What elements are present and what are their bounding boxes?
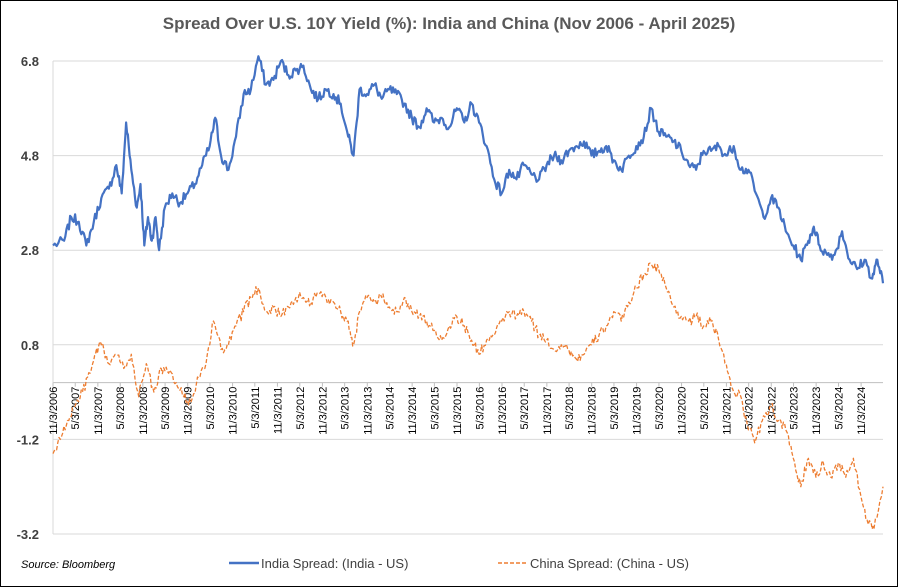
- x-tick-label: 11/3/2014: [407, 387, 419, 435]
- x-tick-label: 5/3/2012: [295, 387, 307, 430]
- x-tick-label: 5/3/2013: [340, 387, 352, 430]
- x-tick-label: 11/3/2010: [228, 387, 240, 435]
- y-tick-label: -1.2: [17, 432, 39, 447]
- y-tick-label: 0.8: [21, 338, 39, 353]
- x-tick-label: 11/3/2012: [317, 387, 329, 435]
- x-tick-label: 5/3/2008: [115, 387, 127, 430]
- x-axis: [52, 61, 883, 534]
- x-tick-label: 5/3/2024: [834, 387, 846, 430]
- x-tick-label: 5/3/2020: [654, 387, 666, 430]
- x-tick-label: 11/3/2023: [811, 387, 823, 435]
- series-lines: [52, 55, 885, 530]
- x-tick-label: 5/3/2010: [205, 387, 217, 430]
- x-tick-label: 11/3/2020: [677, 387, 689, 435]
- y-tick-label: 4.8: [21, 149, 39, 164]
- legend-label: India Spread: (India - US): [261, 556, 408, 571]
- x-tick-label: 5/3/2016: [474, 387, 486, 430]
- x-tick-label: 5/3/2011: [250, 387, 262, 429]
- source-note: Source: Bloomberg: [21, 559, 116, 571]
- y-tick-label: -3.2: [17, 527, 39, 542]
- series-line-india: [52, 55, 885, 284]
- x-tick-label: 5/3/2014: [385, 387, 397, 430]
- x-tick-label: 5/3/2017: [519, 387, 531, 430]
- x-tick-label: 11/3/2015: [452, 387, 464, 435]
- legend: India Spread: (India - US) China Spread: …: [229, 556, 689, 571]
- x-axis-ticks: 11/3/2006 5/3/2007 11/3/2007 5/3/2008 11/3/2…: [48, 382, 868, 435]
- x-tick-label: 5/3/2022: [744, 387, 756, 430]
- x-tick-label: 5/3/2021: [699, 387, 711, 430]
- x-tick-label: 11/3/2021: [721, 387, 733, 435]
- chart-title: Spread Over U.S. 10Y Yield (%): India an…: [163, 14, 736, 33]
- x-tick-label: 5/3/2015: [429, 387, 441, 430]
- x-tick-label: 5/3/2007: [70, 387, 82, 430]
- grid-lines: [53, 60, 883, 535]
- x-tick-label: 11/3/2013: [362, 387, 374, 435]
- x-tick-label: 11/3/2022: [766, 387, 778, 435]
- y-tick-label: 2.8: [21, 243, 39, 258]
- x-tick-label: 5/3/2023: [789, 387, 801, 430]
- x-tick-label: 5/3/2018: [564, 387, 576, 430]
- x-tick-label: 11/3/2007: [93, 387, 105, 435]
- series-line-china: [52, 262, 884, 530]
- x-tick-label: 11/3/2016: [497, 387, 509, 435]
- y-axis-ticks: 6.8 4.8 2.8 0.8 -1.2 -3.2: [17, 54, 39, 542]
- x-tick-label: 5/3/2019: [609, 387, 621, 430]
- y-tick-label: 6.8: [21, 54, 39, 69]
- x-tick-label: 11/3/2018: [587, 387, 599, 435]
- legend-label: China Spread: (China - US): [530, 556, 689, 571]
- x-tick-label: 11/3/2008: [138, 387, 150, 435]
- x-tick-label: 11/3/2011: [272, 387, 284, 434]
- x-tick-label: 11/3/2019: [632, 387, 644, 435]
- x-tick-label: 5/3/2009: [160, 387, 172, 430]
- x-tick-label: 11/3/2024: [856, 387, 868, 435]
- x-tick-label: 11/3/2017: [542, 387, 554, 435]
- x-tick-label: 11/3/2006: [48, 387, 60, 435]
